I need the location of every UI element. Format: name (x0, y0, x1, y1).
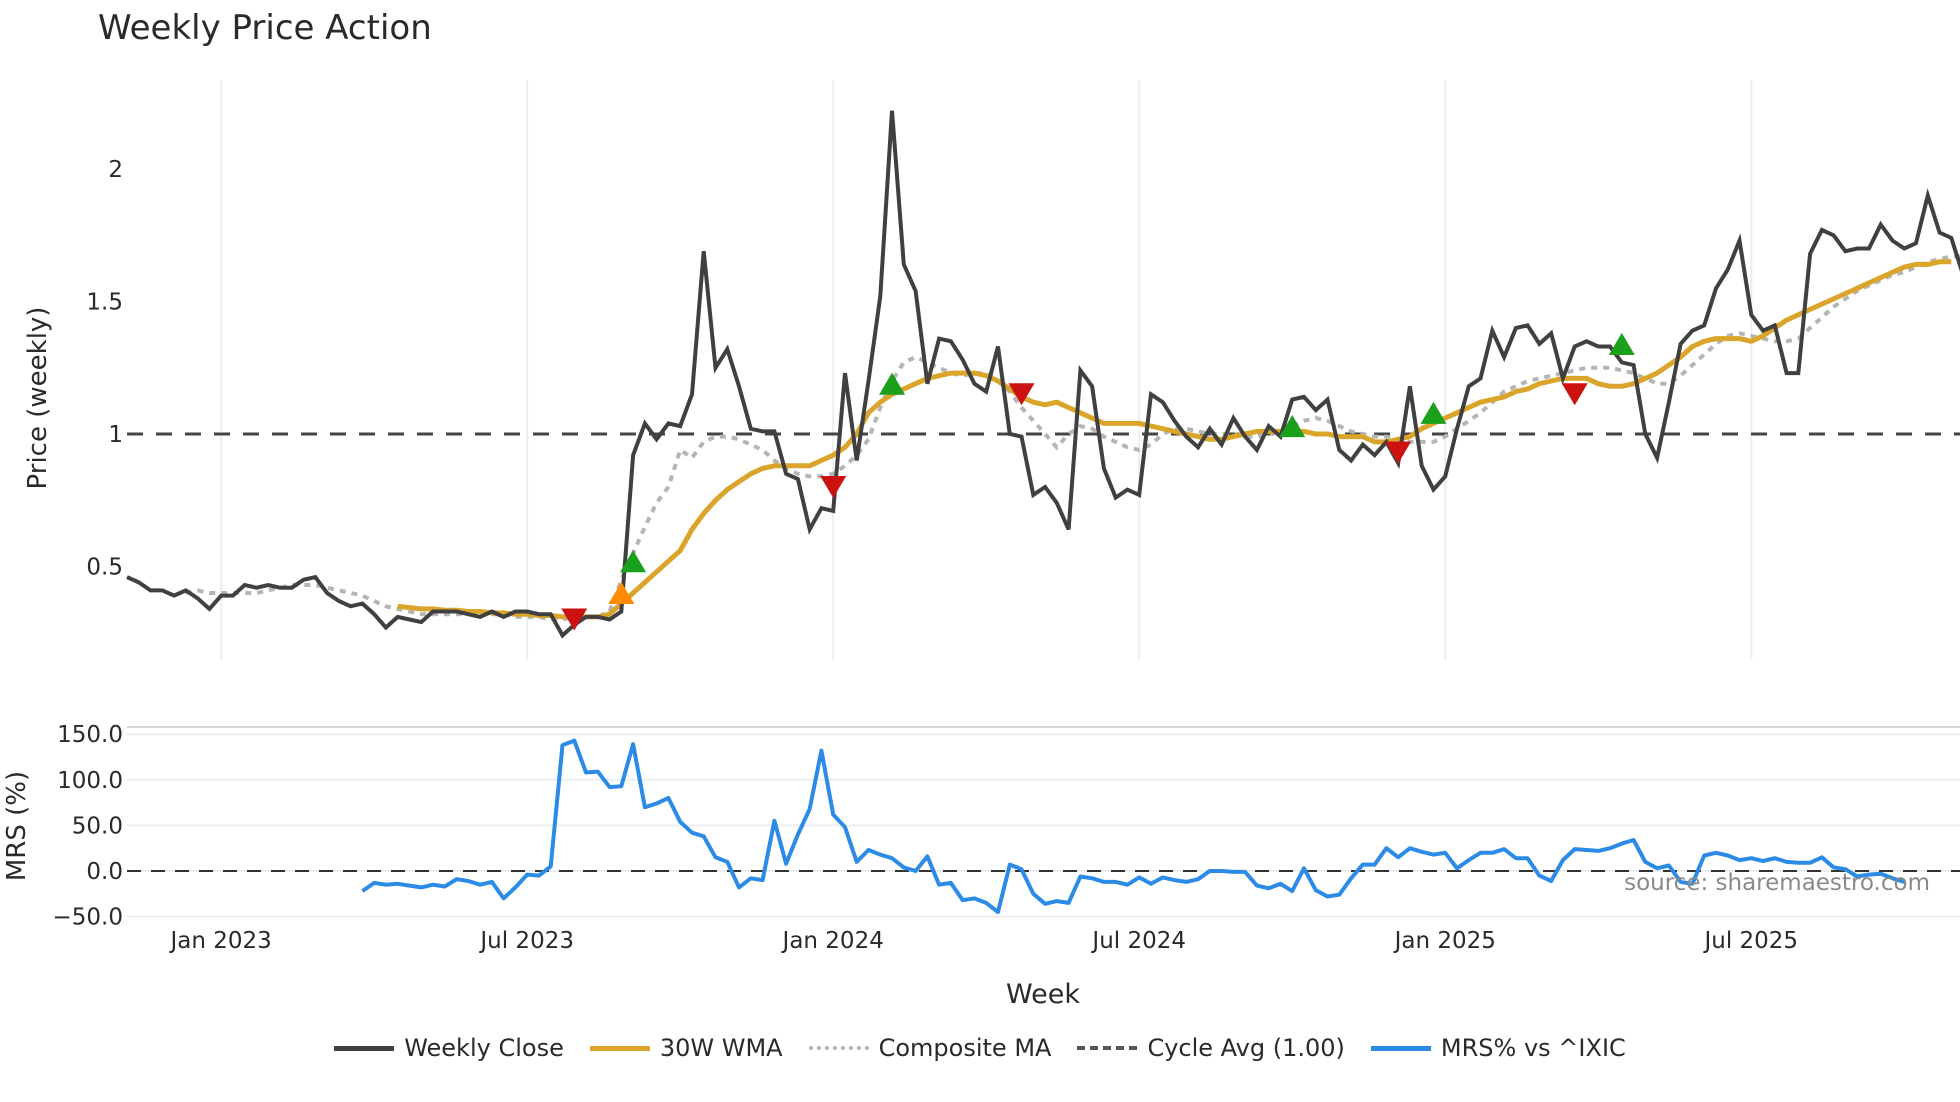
price-y-axis-label: Price (weekly) (23, 307, 53, 490)
triangle-up-icon (1420, 401, 1447, 424)
composite-ma-line (185, 254, 1960, 622)
legend-label: Composite MA (878, 1034, 1052, 1062)
y-tick-label: 2 (108, 157, 123, 183)
legend-item-mrs[interactable]: MRS% vs ^IXIC (1370, 1034, 1626, 1062)
legend-item-weekly-close[interactable]: Weekly Close (334, 1034, 564, 1062)
x-tick-label: Jul 2023 (478, 928, 574, 954)
mrs-horizontal-gridlines (127, 733, 1960, 918)
cycle-avg-swatch-icon (1077, 1046, 1138, 1050)
legend-label: 30W WMA (659, 1034, 783, 1062)
wma-swatch-icon (589, 1045, 650, 1051)
legend-item-composite-ma[interactable]: Composite MA (808, 1034, 1052, 1062)
price-y-axis: 0.5 1 1.5 2 (86, 157, 123, 581)
y-tick-label: 1 (108, 422, 123, 448)
legend-label: MRS% vs ^IXIC (1440, 1034, 1626, 1062)
triangle-up-icon (620, 550, 647, 573)
y-tick-label: 50.0 (72, 813, 123, 839)
legend-label: Weekly Close (404, 1034, 564, 1062)
legend-label: Cycle Avg (1.00) (1147, 1034, 1345, 1062)
weekly-close-swatch-icon (334, 1045, 395, 1051)
y-tick-label: 0.0 (86, 859, 123, 885)
mrs-y-axis-label: MRS (%) (2, 771, 32, 881)
mrs-swatch-icon (1370, 1045, 1431, 1051)
y-tick-label: 100.0 (57, 768, 123, 794)
mrs-y-axis: −50.0 0.0 50.0 100.0 150.0 (53, 722, 123, 930)
triangle-down-icon (561, 608, 588, 631)
y-tick-label: 1.5 (86, 290, 123, 316)
triangle-down-icon (1008, 383, 1035, 406)
composite-ma-swatch-icon (808, 1046, 869, 1050)
triangle-up-icon (1608, 332, 1635, 355)
y-tick-label: 0.5 (86, 555, 123, 581)
legend-item-30w-wma[interactable]: 30W WMA (589, 1034, 783, 1062)
chart-title: Weekly Price Action (98, 8, 432, 48)
triangle-down-icon (1561, 383, 1588, 406)
watermark: source: sharemaestro.com (1624, 870, 1930, 896)
mrs-line (361, 738, 1905, 914)
x-tick-label: Jan 2023 (169, 928, 272, 954)
triangle-up-icon (1279, 415, 1306, 438)
signal-markers (561, 332, 1635, 631)
legend-item-cycle-avg[interactable]: Cycle Avg (1.00) (1077, 1034, 1345, 1062)
triangle-down-icon (1385, 441, 1412, 464)
weekly-close-line (126, 110, 1960, 639)
triangle-up-icon (879, 372, 906, 395)
x-tick-label: Jan 2024 (781, 928, 884, 954)
wma-30w-line (397, 259, 1952, 620)
x-axis: Jan 2023 Jul 2023 Jan 2024 Jul 2024 Jan 2025… (169, 928, 1799, 954)
y-tick-label: −50.0 (53, 905, 123, 931)
triangle-up-icon (608, 581, 635, 605)
x-tick-label: Jul 2025 (1702, 928, 1798, 954)
price-vertical-gridlines (220, 80, 1753, 660)
y-tick-label: 150.0 (57, 722, 123, 748)
triangle-down-icon (820, 475, 847, 499)
x-axis-label: Week (1006, 979, 1080, 1010)
legend: Weekly Close 30W WMA Composite MA Cycle … (0, 1034, 1960, 1062)
x-tick-label: Jul 2024 (1090, 928, 1186, 954)
x-tick-label: Jan 2025 (1393, 928, 1496, 954)
